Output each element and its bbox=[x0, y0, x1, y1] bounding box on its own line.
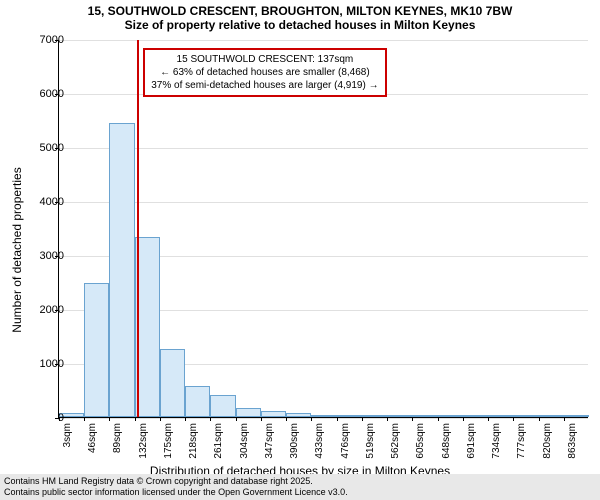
histogram-bar bbox=[362, 415, 387, 417]
xtick-label: 218sqm bbox=[188, 423, 199, 459]
ytick-label: 4000 bbox=[24, 196, 64, 208]
ytick-label: 1000 bbox=[24, 358, 64, 370]
xtick-label: 46sqm bbox=[87, 423, 98, 453]
xtick-mark bbox=[109, 417, 110, 421]
xtick-mark bbox=[362, 417, 363, 421]
ytick-label: 2000 bbox=[24, 304, 64, 316]
xtick-label: 433sqm bbox=[314, 423, 325, 459]
xtick-mark bbox=[236, 417, 237, 421]
annotation-line: 37% of semi-detached houses are larger (… bbox=[151, 79, 378, 92]
xtick-label: 347sqm bbox=[264, 423, 275, 459]
footer-line1: Contains HM Land Registry data © Crown c… bbox=[4, 476, 596, 487]
xtick-label: 89sqm bbox=[112, 423, 123, 453]
xtick-label: 476sqm bbox=[340, 423, 351, 459]
xtick-label: 3sqm bbox=[62, 423, 73, 447]
xtick-mark bbox=[337, 417, 338, 421]
histogram-bar bbox=[84, 283, 109, 417]
xtick-mark bbox=[160, 417, 161, 421]
xtick-label: 605sqm bbox=[415, 423, 426, 459]
xtick-label: 777sqm bbox=[516, 423, 527, 459]
chart-container: 15, SOUTHWOLD CRESCENT, BROUGHTON, MILTO… bbox=[0, 0, 600, 500]
histogram-bar bbox=[463, 415, 488, 417]
histogram-bar bbox=[513, 415, 538, 417]
annotation-line: 15 SOUTHWOLD CRESCENT: 137sqm bbox=[151, 53, 378, 66]
chart-title-line2: Size of property relative to detached ho… bbox=[0, 18, 600, 34]
xtick-mark bbox=[539, 417, 540, 421]
histogram-bar bbox=[261, 411, 286, 417]
plot-area: 3sqm46sqm89sqm132sqm175sqm218sqm261sqm30… bbox=[58, 40, 588, 418]
xtick-label: 132sqm bbox=[138, 423, 149, 459]
annotation-line: ← 63% of detached houses are smaller (8,… bbox=[151, 66, 378, 79]
xtick-mark bbox=[210, 417, 211, 421]
histogram-bar bbox=[109, 123, 134, 417]
histogram-bar bbox=[311, 415, 336, 417]
xtick-label: 562sqm bbox=[390, 423, 401, 459]
xtick-mark bbox=[488, 417, 489, 421]
histogram-bar bbox=[286, 413, 311, 417]
histogram-bar bbox=[160, 349, 185, 417]
xtick-label: 863sqm bbox=[567, 423, 578, 459]
ytick-label: 5000 bbox=[24, 142, 64, 154]
xtick-mark bbox=[438, 417, 439, 421]
marker-line bbox=[137, 40, 139, 417]
xtick-mark bbox=[261, 417, 262, 421]
ytick-label: 0 bbox=[24, 412, 64, 424]
chart-title-line1: 15, SOUTHWOLD CRESCENT, BROUGHTON, MILTO… bbox=[0, 0, 600, 18]
footer: Contains HM Land Registry data © Crown c… bbox=[0, 474, 600, 500]
xtick-label: 261sqm bbox=[213, 423, 224, 459]
ytick-label: 6000 bbox=[24, 88, 64, 100]
xtick-mark bbox=[564, 417, 565, 421]
xtick-mark bbox=[387, 417, 388, 421]
histogram-bar bbox=[564, 415, 589, 417]
histogram-bar bbox=[412, 415, 437, 417]
xtick-mark bbox=[135, 417, 136, 421]
xtick-label: 519sqm bbox=[365, 423, 376, 459]
footer-line2: Contains public sector information licen… bbox=[4, 487, 596, 498]
xtick-mark bbox=[513, 417, 514, 421]
xtick-label: 304sqm bbox=[239, 423, 250, 459]
ytick-label: 7000 bbox=[24, 34, 64, 46]
histogram-bar bbox=[488, 415, 513, 417]
y-axis-label: Number of detached properties bbox=[10, 167, 24, 332]
histogram-bar bbox=[438, 415, 463, 417]
gridline bbox=[59, 418, 588, 419]
histogram-bar bbox=[387, 415, 412, 417]
xtick-label: 648sqm bbox=[441, 423, 452, 459]
xtick-mark bbox=[463, 417, 464, 421]
histogram-bar bbox=[210, 395, 235, 417]
annotation-box: 15 SOUTHWOLD CRESCENT: 137sqm← 63% of de… bbox=[143, 48, 386, 97]
xtick-mark bbox=[84, 417, 85, 421]
xtick-label: 734sqm bbox=[491, 423, 502, 459]
xtick-label: 175sqm bbox=[163, 423, 174, 459]
xtick-mark bbox=[185, 417, 186, 421]
histogram-bar bbox=[236, 408, 261, 417]
xtick-label: 390sqm bbox=[289, 423, 300, 459]
xtick-mark bbox=[412, 417, 413, 421]
histogram-bar bbox=[185, 386, 210, 417]
xtick-mark bbox=[286, 417, 287, 421]
xtick-label: 691sqm bbox=[466, 423, 477, 459]
xtick-label: 820sqm bbox=[542, 423, 553, 459]
histogram-bar bbox=[539, 415, 564, 417]
xtick-mark bbox=[311, 417, 312, 421]
histogram-bar bbox=[337, 415, 362, 417]
ytick-label: 3000 bbox=[24, 250, 64, 262]
